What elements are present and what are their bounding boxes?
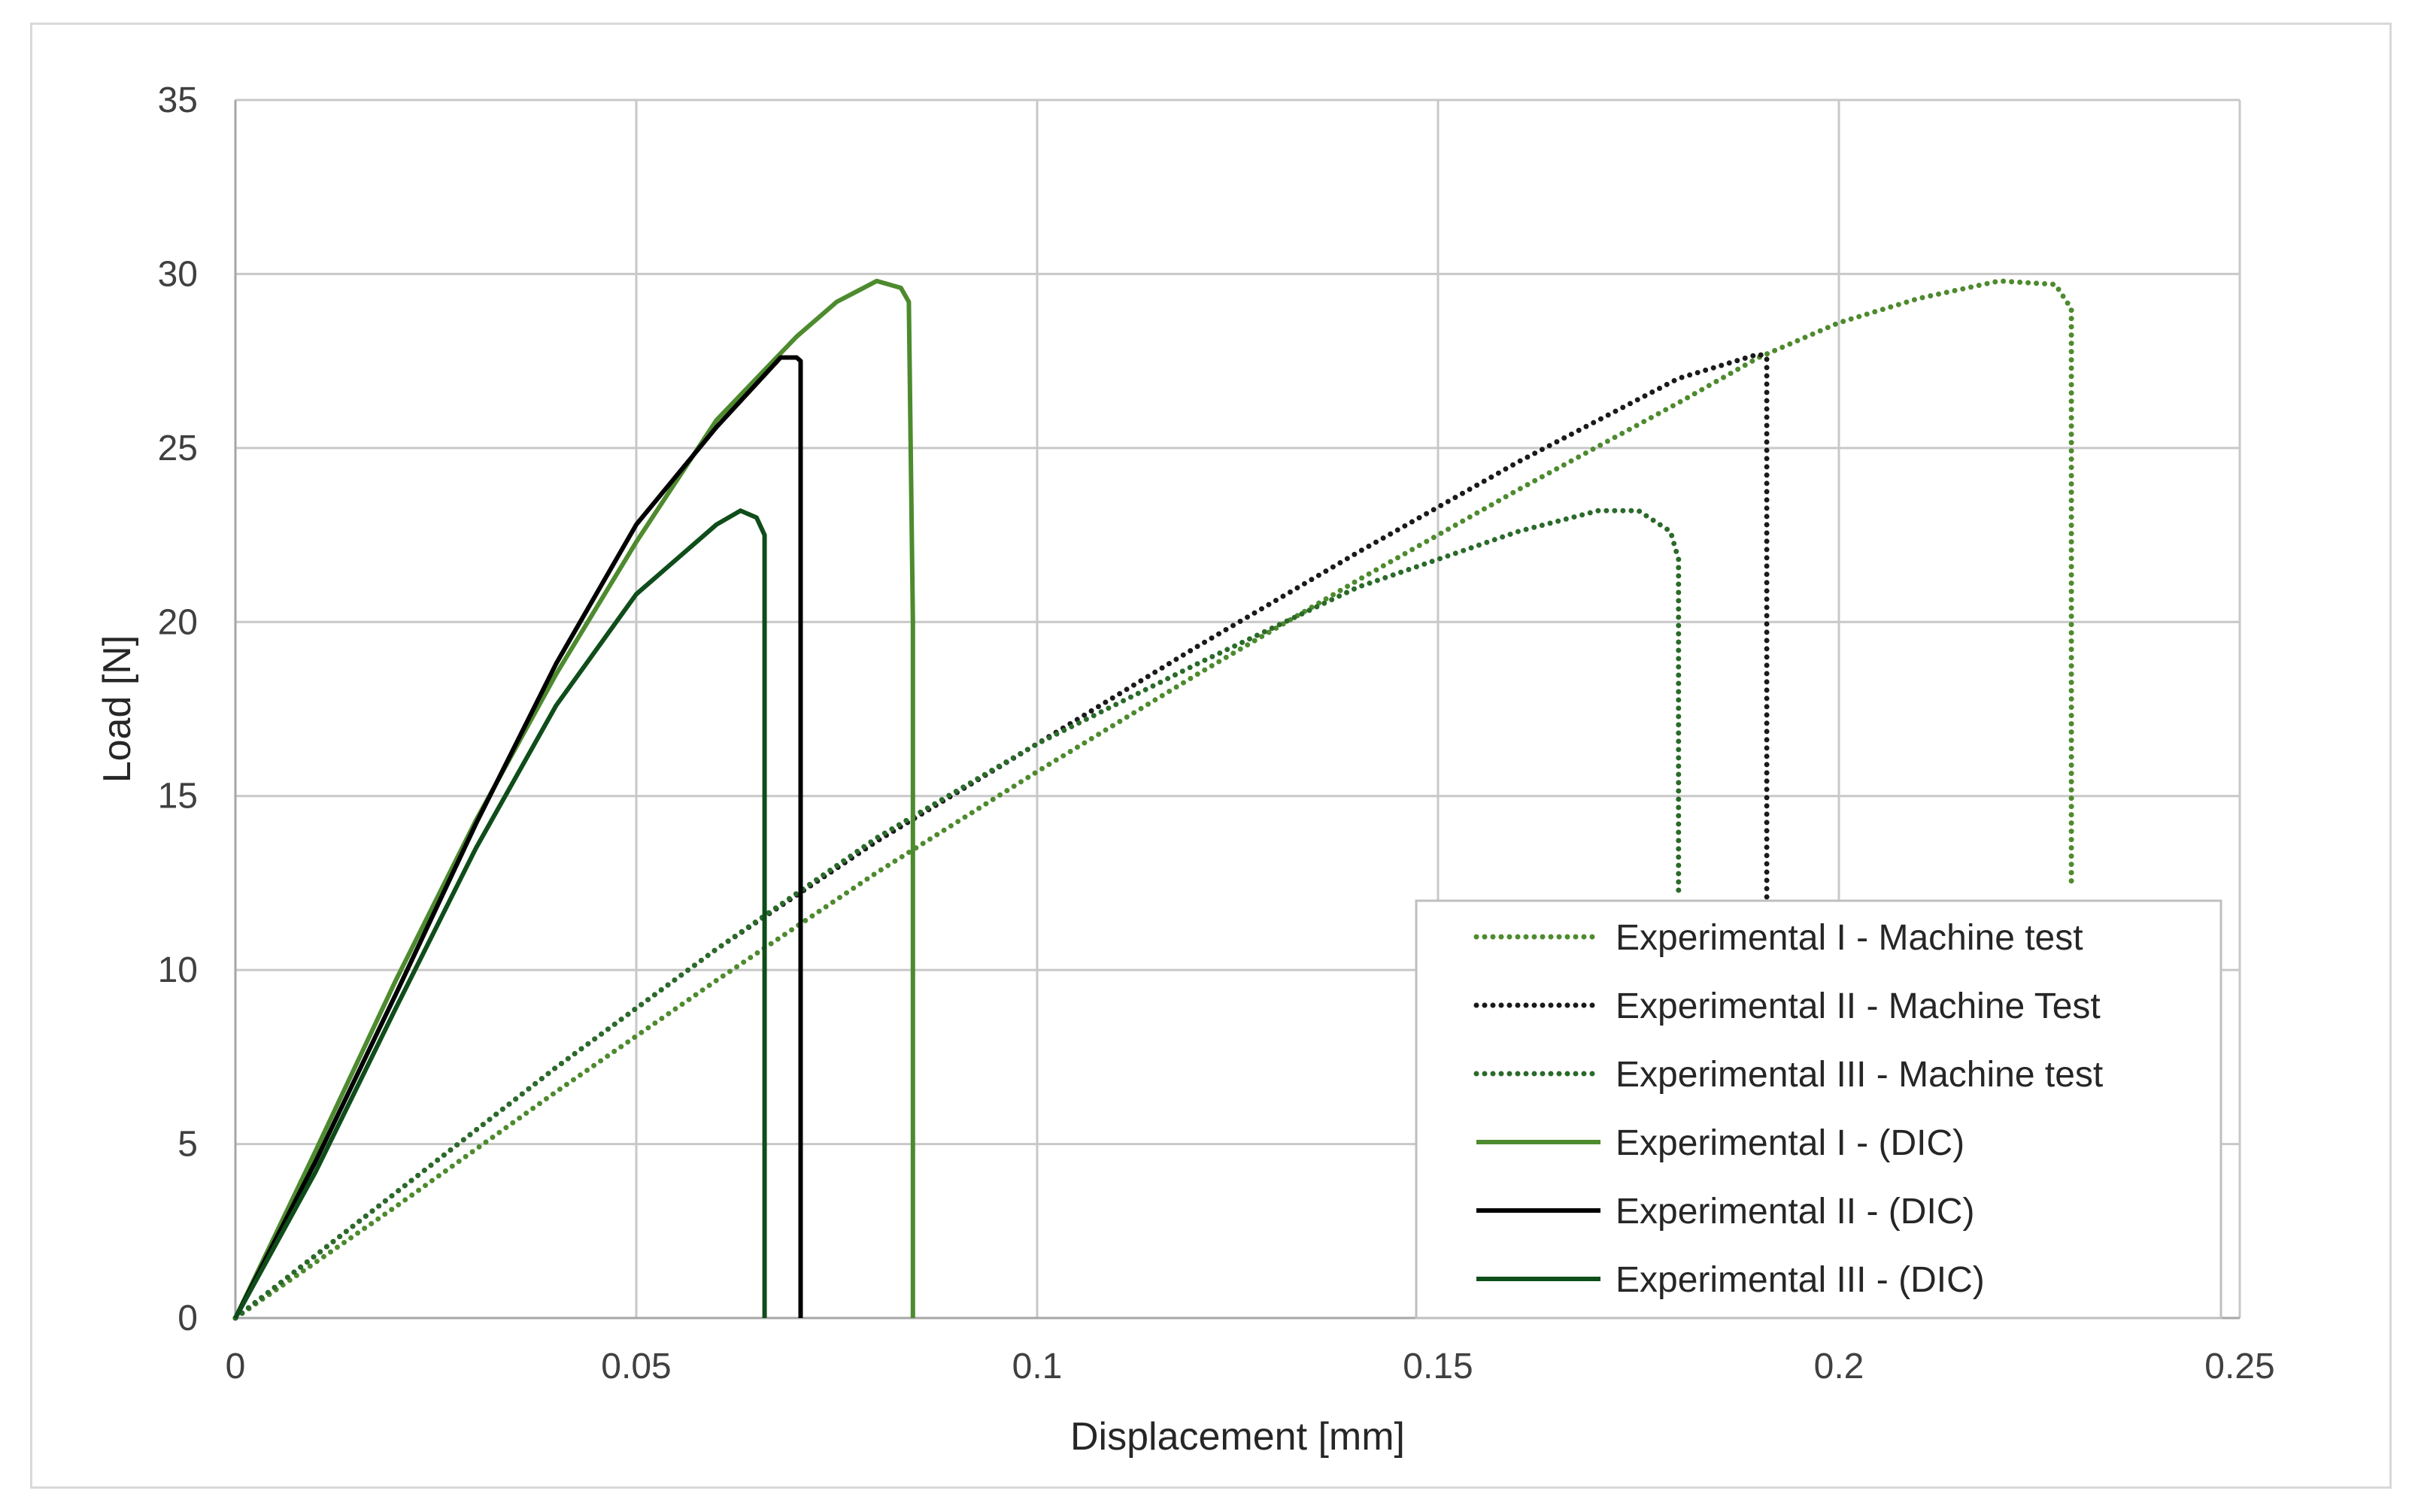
x-tick-label: 0.15 bbox=[1403, 1347, 1473, 1386]
y-tick-label: 30 bbox=[158, 254, 198, 294]
series-line-4 bbox=[233, 278, 915, 1320]
x-tick-label: 0.25 bbox=[2204, 1347, 2274, 1386]
series-layer bbox=[232, 278, 2074, 1321]
legend-label: Experimental III - (DIC) bbox=[1616, 1260, 1985, 1300]
series-line-5 bbox=[233, 355, 803, 1320]
y-tick-label: 5 bbox=[177, 1125, 198, 1165]
line-chart: 0 5 10 15 20 25 30 35 0 0.05 0.1 0.15 0.2 0.25 Experi… bbox=[96, 80, 2275, 1459]
legend-label: Experimental III - Machine test bbox=[1616, 1055, 2103, 1095]
legend-label: Experimental II - Machine Test bbox=[1616, 986, 2101, 1026]
x-tick-label: 0 bbox=[226, 1347, 246, 1386]
series-line-1 bbox=[232, 278, 2074, 1321]
y-tick-label: 20 bbox=[158, 602, 198, 642]
x-tick-label: 0.05 bbox=[601, 1347, 671, 1386]
y-tick-label: 15 bbox=[158, 777, 198, 817]
legend-label: Experimental II - (DIC) bbox=[1616, 1192, 1974, 1232]
legend-label: Experimental I - (DIC) bbox=[1616, 1123, 1964, 1163]
x-tick-label: 0.1 bbox=[1012, 1347, 1063, 1386]
series-line-6 bbox=[233, 508, 767, 1320]
y-tick-label: 25 bbox=[158, 429, 198, 468]
legend-label: Experimental I - Machine test bbox=[1616, 918, 2083, 958]
x-tick-label: 0.2 bbox=[1814, 1347, 1864, 1386]
y-tick-label: 0 bbox=[177, 1298, 198, 1338]
legend: Experimental I - Machine test Experimenta… bbox=[1415, 899, 2222, 1320]
legend-box bbox=[1415, 899, 2222, 1320]
y-axis-title: Load [N] bbox=[96, 635, 139, 783]
y-tick-label: 35 bbox=[158, 80, 198, 120]
series-line-3 bbox=[232, 508, 1682, 1321]
y-tick-label: 10 bbox=[158, 950, 198, 990]
x-axis-title: Displacement [mm] bbox=[1070, 1415, 1405, 1459]
chart-frame: 0 5 10 15 20 25 30 35 0 0.05 0.1 0.15 0.2 0.25 Experi… bbox=[30, 23, 2392, 1489]
